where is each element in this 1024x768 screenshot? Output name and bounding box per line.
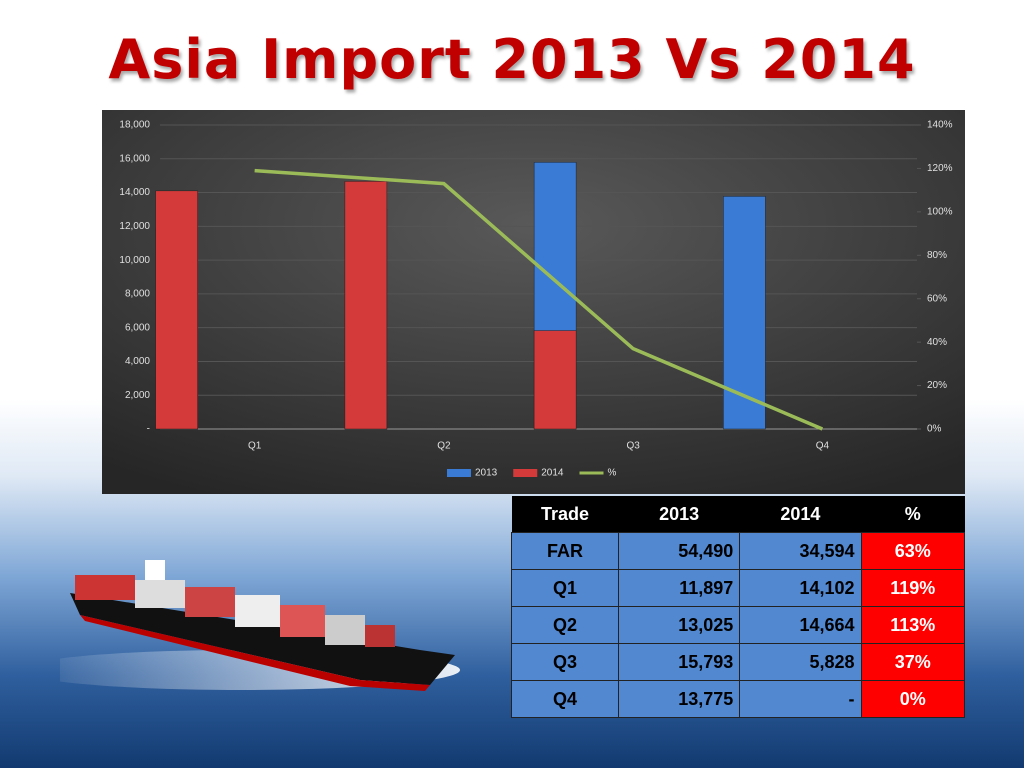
y2-tick-label: 120% [927,163,953,174]
ship-illustration [60,560,460,691]
y-tick-label: 2,000 [125,390,150,401]
table-row: Q3 15,793 5,828 37% [511,643,966,681]
legend-swatch [447,469,471,477]
containers [75,560,395,647]
y-tick-label: 10,000 [119,255,150,266]
line [254,168,824,431]
table-cell: 63% [860,532,966,570]
table-cell: 113% [860,606,966,644]
legend-label: % [608,468,617,479]
table-cell: Q1 [511,569,619,607]
chart: - 2,000 4,000 6,000 8,000 10,000 12,000 14,000 1… [102,110,965,494]
y2-tick-label: 140% [927,120,953,131]
table-header-cell: 2014 [739,496,862,533]
y-tick-label: 8,000 [125,289,150,300]
table-header-cell: 2013 [618,496,740,533]
y2-tick-label: 80% [927,250,947,261]
table-cell: 5,828 [739,643,862,681]
table-header-cell: Trade [511,496,619,533]
y2-tick-label: 60% [927,293,947,304]
table-cell: - [739,680,862,718]
table-row: Q2 13,025 14,664 113% [511,606,966,644]
chart-background [102,110,965,494]
slide-title: Asia Import 2013 Vs 2014 [108,28,916,91]
x-tick-label: Q2 [437,441,451,452]
table-row: Q1 11,897 14,102 119% [511,569,966,607]
y2-tick-label: 40% [927,337,947,348]
bar [533,330,577,430]
y-tick-label: 18,000 [119,120,150,131]
bar [155,190,198,430]
bar [344,181,388,430]
table-cell: 13,025 [617,606,741,644]
y-tick-label: - [147,424,150,435]
table-cell: 119% [860,569,966,607]
table-row: FAR 54,490 34,594 63% [511,532,966,570]
y-tick-label: 6,000 [125,322,150,333]
y-tick-label: 12,000 [119,221,150,232]
table-header-cell: % [861,496,965,533]
table-cell: 15,793 [617,643,741,681]
y-tick-label: 4,000 [125,356,150,367]
table-body: FAR 54,490 34,594 63% Q1 11,897 14,102 119% Q2 13… [511,532,966,718]
legend-label: 2014 [541,468,564,479]
x-tick-label: Q3 [626,441,640,452]
table-row: Q4 13,775-0% [511,680,966,718]
hull-stripe [80,615,430,691]
data-table: Trade 2013 2014% FAR 54,490 34,594 63% Q1 11,89… [511,496,966,718]
x-tick-label: Q1 [248,441,262,452]
table-cell: Q3 [511,643,619,681]
table-cell: 11,897 [617,569,741,607]
y2-tick-label: 100% [927,206,953,217]
y-tick-label: 16,000 [119,153,150,164]
table-cell: Q2 [511,606,619,644]
y2-tick-label: 0% [927,424,942,435]
table-cell: Q4 [511,680,619,718]
table-cell: 34,594 [739,532,862,570]
table-cell: 13,775 [617,680,741,718]
legend-swatch [513,469,538,477]
table-cell: 14,102 [739,569,862,607]
hull [70,593,455,685]
legend-label: 2013 [475,468,498,479]
x-tick-label: Q4 [816,441,830,452]
table-header: Trade 2013 2014% [511,496,965,533]
table-cell: FAR [511,532,619,570]
table-cell: 54,490 [617,532,741,570]
y-tick-label: 14,000 [119,187,150,198]
table-cell: 0% [860,680,966,718]
y2-tick-label: 20% [927,380,947,391]
table-cell: 14,664 [739,606,862,644]
table-cell: 37% [860,643,966,681]
